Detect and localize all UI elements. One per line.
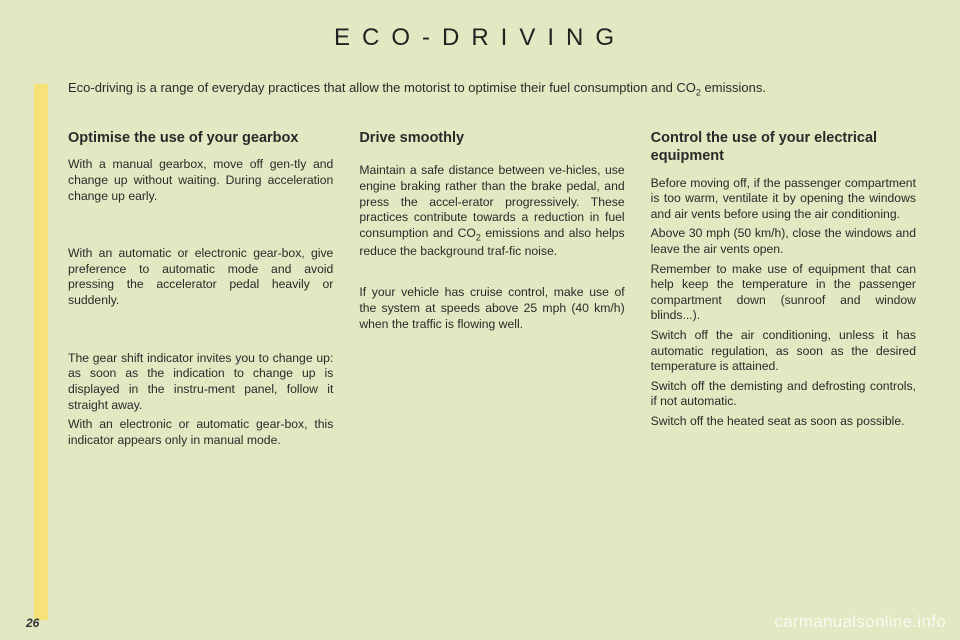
intro-part-a: Eco-driving is a range of everyday pract… (68, 80, 696, 95)
gearbox-p2: With an automatic or electronic gear-box… (68, 246, 333, 308)
heading-drive: Drive smoothly (359, 129, 624, 147)
column-electrical: Control the use of your electrical equip… (651, 129, 916, 448)
drive-p2: If your vehicle has cruise control, make… (359, 285, 624, 332)
elec-p5: Switch off the demisting and defrosting … (651, 379, 916, 410)
heading-electrical: Control the use of your electrical equip… (651, 129, 916, 165)
gearbox-p3: The gear shift indicator invites you to … (68, 351, 333, 413)
side-tab (34, 84, 48, 620)
column-gearbox: Optimise the use of your gearbox With a … (68, 129, 333, 448)
columns: Optimise the use of your gearbox With a … (68, 129, 916, 448)
column-drive: Drive smoothly Maintain a safe distance … (359, 129, 624, 448)
elec-p2: Above 30 mph (50 km/h), close the window… (651, 226, 916, 257)
drive-p1: Maintain a safe distance between ve-hicl… (359, 163, 624, 259)
elec-p4: Switch off the air conditioning, unless … (651, 328, 916, 375)
page-title: ECO-DRIVING (44, 24, 916, 52)
page: ECO-DRIVING Eco-driving is a range of ev… (0, 0, 960, 640)
elec-p1: Before moving off, if the passenger comp… (651, 176, 916, 223)
page-number: 26 (26, 616, 39, 630)
gearbox-p4: With an electronic or automatic gear-box… (68, 417, 333, 448)
gearbox-p1: With a manual gearbox, move off gen-tly … (68, 157, 333, 204)
intro-text: Eco-driving is a range of everyday pract… (68, 80, 916, 99)
heading-gearbox: Optimise the use of your gearbox (68, 129, 333, 147)
elec-p6: Switch off the heated seat as soon as po… (651, 414, 916, 430)
elec-p3: Remember to make use of equipment that c… (651, 262, 916, 324)
watermark: carmanualsonline.info (774, 612, 946, 632)
intro-part-b: emissions. (701, 80, 766, 95)
